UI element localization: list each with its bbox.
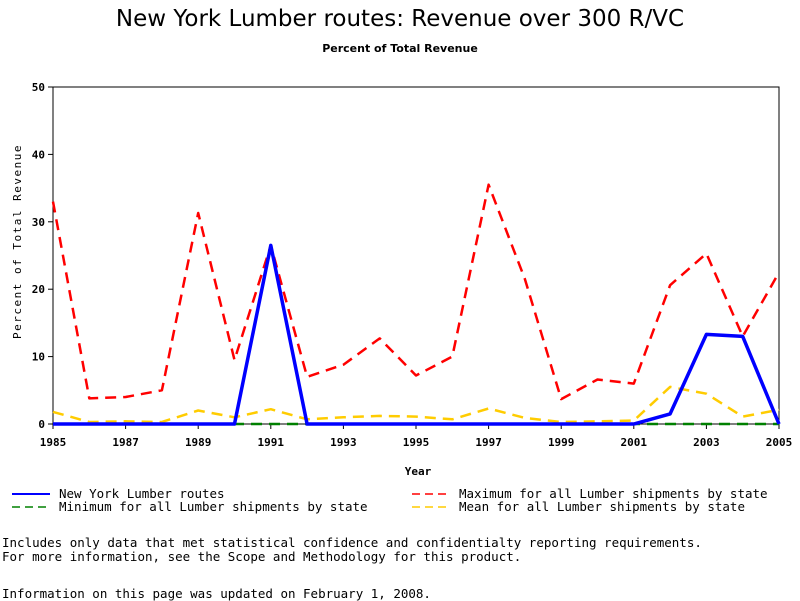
axes: 0 10 20 30 40 50 1985 1987 1989 1991 1993 1995 1997 1…	[11, 81, 792, 478]
x-tick-label: 1991	[258, 436, 285, 449]
plot-frame	[52, 86, 780, 425]
x-tick-label: 1997	[475, 436, 502, 449]
x-tick-label: 1993	[330, 436, 357, 449]
x-tick-label: 1985	[40, 436, 67, 449]
y-tick-label: 30	[32, 216, 45, 229]
chart-subtitle: Percent of Total Revenue	[322, 42, 478, 55]
legend-label: Minimum for all Lumber shipments by stat…	[59, 499, 368, 514]
y-tick-label: 10	[32, 351, 45, 364]
y-tick-label: 40	[32, 148, 45, 161]
y-tick-label: 50	[32, 81, 45, 94]
x-tick-label: 1987	[112, 436, 139, 449]
x-tick-label: 1999	[548, 436, 575, 449]
x-tick-label: 1989	[185, 436, 212, 449]
legend-label: Mean for all Lumber shipments by state	[459, 499, 745, 514]
legend-label: New York Lumber routes	[59, 486, 225, 501]
chart-title: New York Lumber routes: Revenue over 300…	[115, 6, 685, 32]
x-tick-label: 2005	[766, 436, 793, 449]
series-line-mean-for-all-lumber-shipments-by-state	[52, 385, 780, 424]
x-tick-label: 2003	[693, 436, 720, 449]
y-axis-label: Percent of Total Revenue	[11, 144, 24, 339]
y-tick-label: 20	[32, 283, 45, 296]
note-line-1: Includes only data that met statistical …	[2, 535, 702, 550]
note-line-2: For more information, see the Scope and …	[2, 549, 522, 564]
series-lines	[51, 183, 781, 426]
x-axis-label: Year	[405, 465, 432, 478]
x-tick-label: 1995	[403, 436, 430, 449]
y-tick-label: 0	[38, 418, 45, 431]
x-tick-label: 2001	[621, 436, 648, 449]
series-line-maximum-for-all-lumber-shipments-by-state	[51, 183, 781, 401]
legend-label: Maximum for all Lumber shipments by stat…	[459, 486, 768, 501]
line-chart: 0 10 20 30 40 50 1985 1987 1989 1991 1993 1995 1997 1…	[11, 81, 792, 514]
updated-note: Information on this page was updated on …	[2, 586, 431, 601]
series-line-new-york-lumber-routes	[53, 243, 781, 426]
notes: Includes only data that met statistical …	[2, 536, 702, 564]
